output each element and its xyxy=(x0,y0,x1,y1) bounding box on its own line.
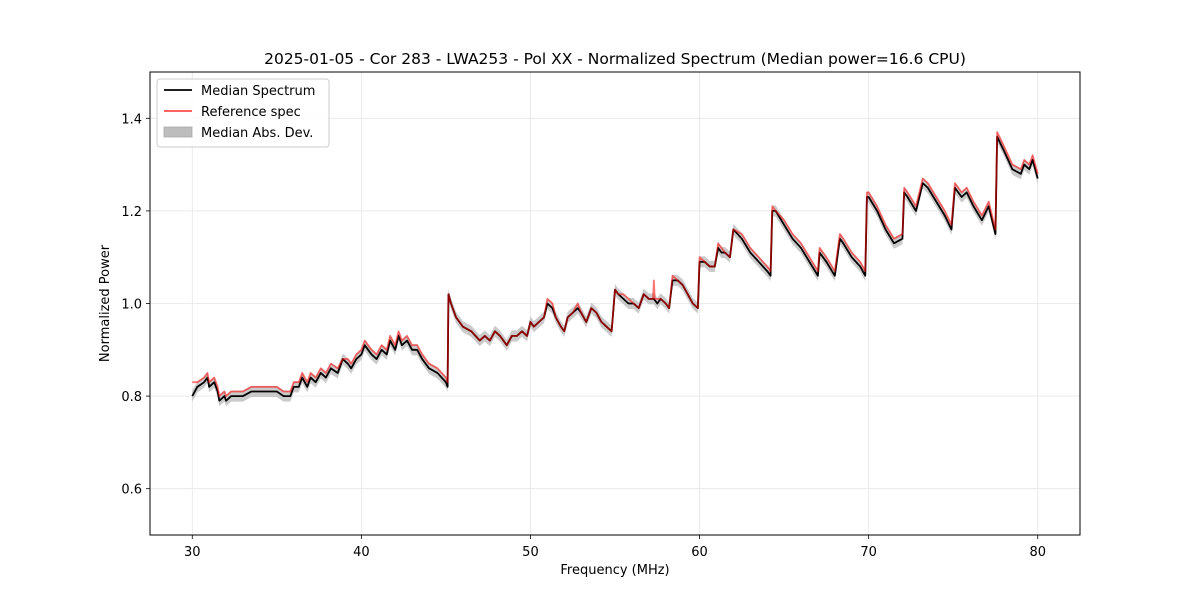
series-layer xyxy=(191,131,1039,402)
legend-box xyxy=(156,78,330,148)
mad-band xyxy=(192,131,1038,407)
x-tick-label: 50 xyxy=(522,545,539,560)
y-axis-label: Normalized Power xyxy=(98,244,113,362)
x-tick-label: 80 xyxy=(1029,545,1046,560)
median-spectrum-line xyxy=(191,135,1039,402)
y-axis-ticks: 0.6 0.8 1.0 1.2 1.4 xyxy=(121,112,150,498)
legend-label-mad: Median Abs. Dev. xyxy=(201,126,313,141)
legend-label-median: Median Spectrum xyxy=(201,84,315,99)
x-tick-label: 40 xyxy=(353,545,370,560)
x-tick-label: 30 xyxy=(184,545,201,560)
y-tick-label: 0.6 xyxy=(121,483,142,498)
mad-band-layer xyxy=(192,131,1038,407)
legend: Median Spectrum Reference spec Median Ab… xyxy=(156,78,330,148)
y-tick-label: 1.4 xyxy=(121,112,142,127)
y-tick-label: 1.0 xyxy=(121,298,142,313)
chart-title: 2025-01-05 - Cor 283 - LWA253 - Pol XX -… xyxy=(264,50,966,68)
legend-swatch-mad xyxy=(163,126,193,138)
legend-label-reference: Reference spec xyxy=(201,105,301,120)
x-tick-label: 60 xyxy=(691,545,708,560)
x-axis-ticks: 30 40 50 60 70 80 xyxy=(184,535,1046,560)
reference-spec-line xyxy=(192,131,1039,398)
y-tick-label: 0.8 xyxy=(121,390,142,405)
x-axis-label: Frequency (MHz) xyxy=(560,563,669,578)
y-tick-label: 1.2 xyxy=(121,205,142,220)
x-tick-label: 70 xyxy=(860,545,877,560)
